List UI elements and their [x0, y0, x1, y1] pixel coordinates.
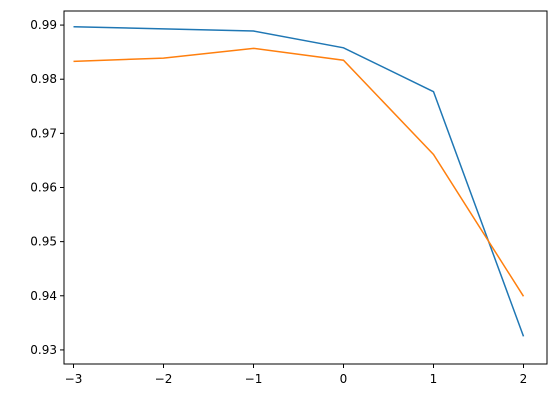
y-tick-label: 0.95	[30, 235, 57, 249]
y-tick-label: 0.96	[30, 181, 57, 195]
y-tick-label: 0.97	[30, 126, 57, 140]
series-line	[73, 25, 525, 337]
x-tick-label: −2	[155, 372, 173, 386]
x-tick-label: −3	[65, 372, 83, 386]
series-line	[73, 47, 525, 297]
x-tick-label: 0	[340, 372, 348, 386]
y-tick-label: 0.98	[30, 72, 57, 86]
x-tick-label: 2	[520, 372, 528, 386]
y-tick-label: 0.99	[30, 18, 57, 32]
y-tick-label: 0.94	[30, 289, 57, 303]
x-tick-label: 1	[430, 372, 438, 386]
x-tick-label: −1	[245, 372, 263, 386]
plot-frame	[63, 10, 548, 365]
y-tick-label: 0.93	[30, 343, 57, 357]
